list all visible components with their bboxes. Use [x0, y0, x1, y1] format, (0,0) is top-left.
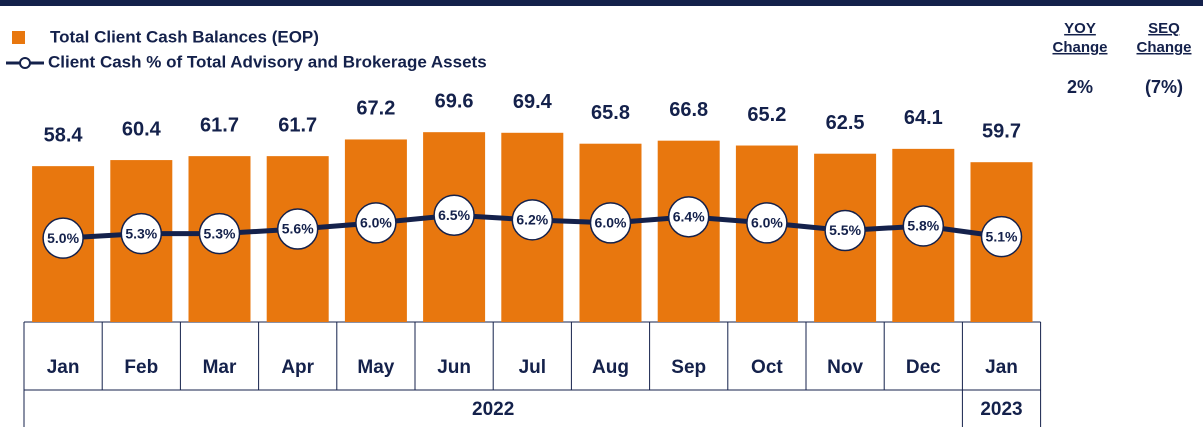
line-marker: [433, 194, 475, 237]
group-label: 2023: [980, 399, 1022, 420]
bar-value-label: 67.2: [356, 98, 395, 120]
bar-value-label: 60.4: [122, 118, 162, 140]
bar-value-label: 61.7: [278, 114, 317, 136]
line-marker: [589, 202, 632, 244]
x-tick-label: Nov: [827, 357, 863, 378]
line-marker: [667, 196, 710, 238]
x-tick-label: Feb: [124, 357, 158, 378]
line-value-label: 5.1%: [986, 228, 1018, 244]
line-value-label: 5.0%: [47, 230, 79, 246]
bar-value-label: 69.4: [513, 91, 553, 113]
bar-value-label: 64.1: [904, 107, 943, 129]
summary-value: (7%): [1145, 77, 1183, 97]
x-tick-label: Aug: [592, 357, 629, 378]
bar-value-label: 58.4: [44, 124, 84, 146]
x-tick-label: Dec: [906, 357, 941, 378]
line-value-label: 6.0%: [360, 215, 392, 231]
summary-label: YOY: [1064, 20, 1096, 37]
bar-value-label: 65.2: [747, 104, 786, 126]
bar-value-label: 62.5: [826, 112, 865, 134]
line-value-label: 5.5%: [829, 222, 861, 238]
line-marker: [746, 202, 788, 244]
line-marker: [120, 212, 163, 255]
line-marker: [980, 215, 1023, 258]
x-tick-label: May: [357, 357, 394, 378]
summary-label: Change: [1136, 39, 1191, 56]
legend-label: Client Cash % of Total Advisory and Brok…: [48, 52, 487, 71]
line-value-label: 5.3%: [204, 225, 236, 241]
x-tick-label: Oct: [751, 357, 783, 378]
line-marker: [355, 202, 397, 244]
legend-label: Total Client Cash Balances (EOP): [50, 27, 319, 46]
line-marker: [276, 208, 319, 250]
legend-swatch: [12, 31, 25, 44]
line-value-label: 5.6%: [282, 221, 314, 237]
bar-value-label: 66.8: [669, 99, 708, 121]
bar-value-label: 69.6: [435, 90, 474, 112]
line-marker: [824, 209, 866, 252]
summary-value: 2%: [1067, 77, 1093, 97]
x-tick-label: Jul: [519, 357, 546, 378]
bar-value-label: 61.7: [200, 114, 239, 136]
top-rule: [0, 0, 1203, 6]
line-marker: [198, 212, 241, 255]
line-value-label: 6.5%: [438, 207, 470, 223]
group-label: 2022: [472, 399, 514, 420]
x-tick-label: Mar: [203, 357, 237, 378]
line-marker: [42, 217, 84, 259]
summary-label: Change: [1052, 39, 1107, 56]
line-marker: [902, 205, 945, 247]
line-value-label: 6.4%: [673, 209, 705, 225]
x-tick-label: Jun: [437, 357, 471, 378]
line-value-label: 6.0%: [595, 215, 627, 231]
line-value-label: 5.8%: [907, 218, 939, 234]
legend-marker: [19, 57, 31, 69]
x-tick-label: Jan: [47, 357, 80, 378]
x-tick-label: Apr: [281, 357, 314, 378]
bar-value-label: 59.7: [982, 120, 1021, 142]
summary-label: SEQ: [1148, 20, 1180, 37]
x-tick-label: Sep: [671, 357, 706, 378]
x-tick-label: Jan: [985, 357, 1018, 378]
line-value-label: 5.3%: [125, 225, 157, 241]
line-marker: [511, 199, 554, 241]
bar-value-label: 65.8: [591, 102, 630, 124]
line-value-label: 6.2%: [516, 212, 548, 228]
line-value-label: 6.0%: [751, 215, 783, 231]
